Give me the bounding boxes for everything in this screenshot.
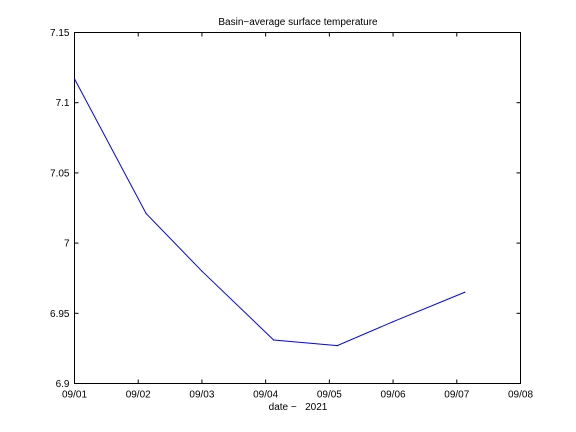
x-tick-label: 09/06 [381,390,406,401]
y-tick-label: 7.15 [50,28,70,39]
chart-title: Basin−average surface temperature [218,17,378,28]
x-axis: 09/01 09/02 09/03 09/04 09/05 09/06 09/07 09/08 [62,32,533,401]
y-axis: 6.9 6.95 7 7.05 7.1 7.15 [50,28,521,390]
y-tick-label: 7.05 [50,168,70,179]
series-layer [73,78,466,347]
plot-area [74,32,521,384]
data-point [201,270,203,272]
data-point [464,291,466,293]
x-tick-label: 09/07 [444,390,469,401]
data-point [73,78,76,80]
data-point [145,213,147,215]
y-tick-label: 7 [64,239,70,250]
y-tick-label: 6.9 [56,379,70,390]
y-tick-label: 6.95 [50,309,70,320]
x-tick-label: 09/08 [508,390,533,401]
x-tick-label: 09/03 [189,390,214,401]
x-tick-label: 09/05 [317,390,342,401]
x-tick-label: 09/04 [253,390,278,401]
y-tick-label: 7.1 [56,98,70,109]
x-tick-label: 09/01 [62,390,87,401]
x-axis-label: date − 2021 [269,402,328,413]
x-tick-label: 09/02 [126,390,151,401]
data-point [392,321,394,323]
data-point [273,339,275,341]
data-point [336,344,338,347]
